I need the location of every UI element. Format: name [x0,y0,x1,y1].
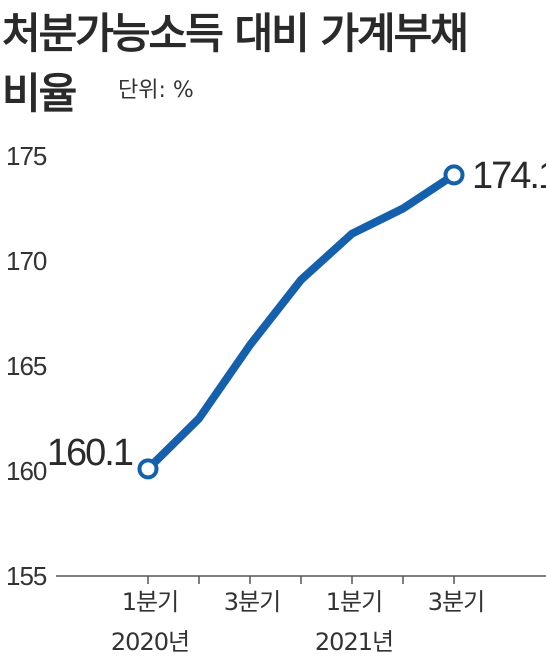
y-tick-label: 175 [6,141,47,171]
series-line [144,170,458,473]
data-point-marker [443,164,465,186]
unit-label: 단위: % [118,78,194,103]
y-tick-label: 160 [6,456,47,486]
x-tick-year-label: 2021년 [315,628,393,656]
chart-title-line-1: 처분가능소득 대비 가계부채 [2,9,469,58]
data-point-marker [137,458,159,480]
data-label: 160.1 [47,432,133,474]
y-tick-label: 170 [6,246,47,276]
y-tick-label: 165 [6,351,47,381]
x-tick-label: 1분기 [326,588,382,616]
x-tick-label: 3분기 [224,588,280,616]
data-label: 174.1 [472,155,546,197]
chart-title-line-2: 비율 [2,69,77,118]
chart-title: 처분가능소득 대비 가계부채 비율 [2,4,469,124]
y-tick-label: 155 [6,561,47,591]
x-tick-label: 1분기 [122,588,178,616]
x-tick-label: 3분기 [428,588,484,616]
x-tick-year-label: 2020년 [111,628,189,656]
